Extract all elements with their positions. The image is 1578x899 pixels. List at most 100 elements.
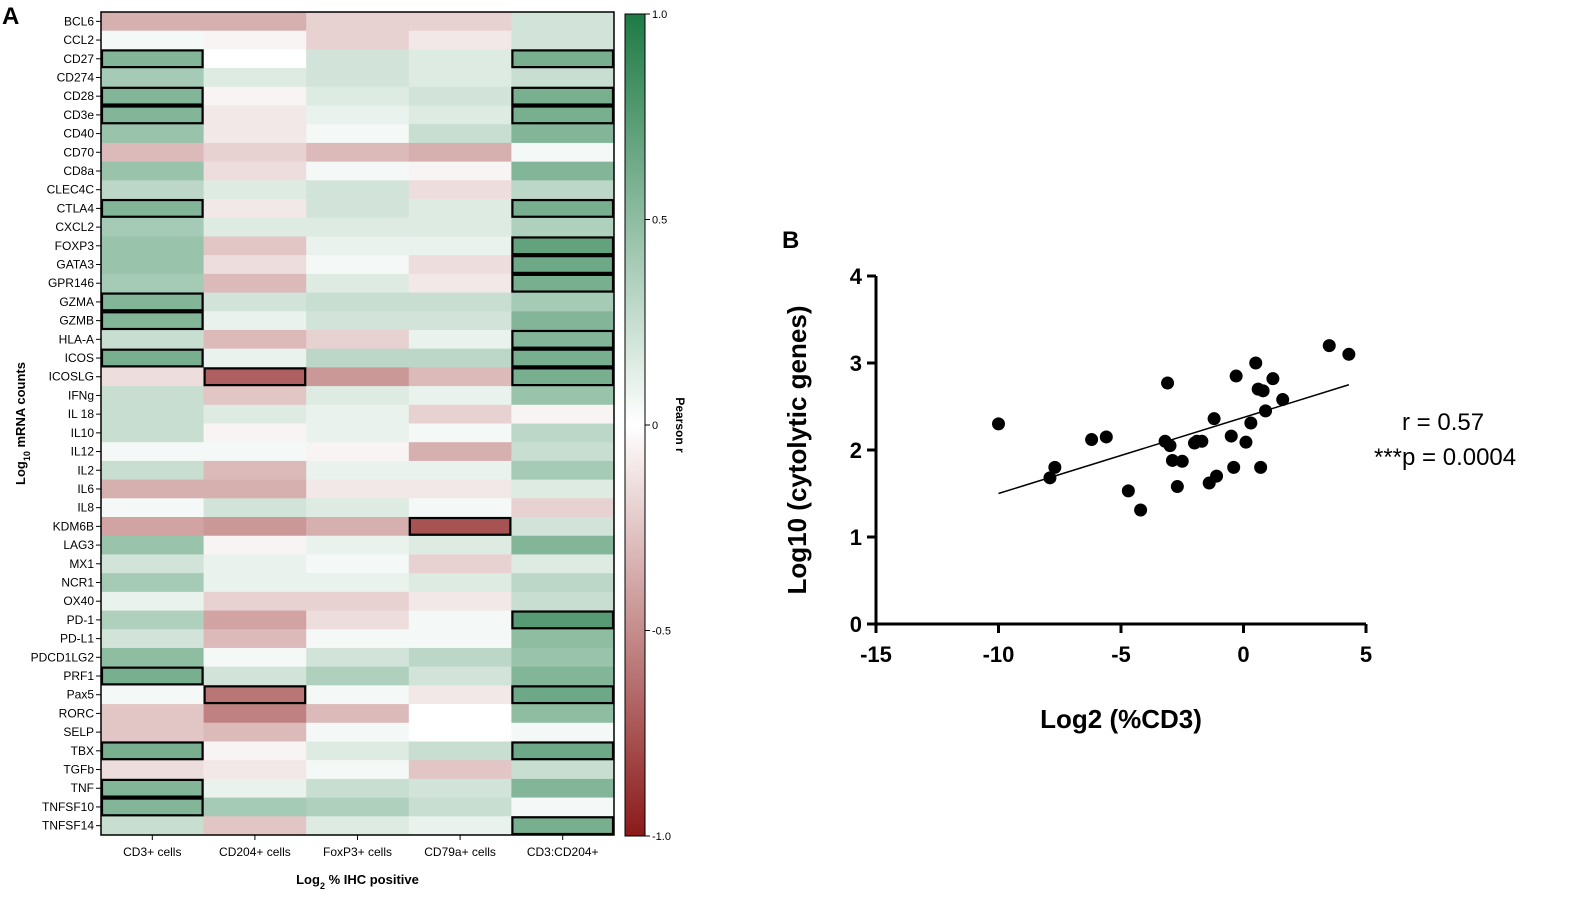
- heatmap-cell: [101, 86, 205, 107]
- significance-box: [511, 273, 615, 293]
- y-tick-label: 3: [850, 351, 862, 376]
- row-label: CD3e: [63, 108, 94, 122]
- heatmap-cell: [408, 49, 512, 69]
- heatmap-cell: [203, 329, 307, 350]
- heatmap-cell: [101, 423, 205, 443]
- row-label: IL8: [77, 501, 94, 515]
- heatmap-cell: [511, 49, 615, 69]
- row-label: HLA-A: [59, 332, 94, 346]
- heatmap-cell: [101, 367, 205, 387]
- heatmap-cell: [408, 161, 512, 181]
- heatmap-cell: [408, 105, 512, 125]
- data-point: [1254, 460, 1268, 474]
- significance-box: [511, 329, 615, 349]
- heatmap-x-axis-title: Log2 % IHC positive: [296, 872, 419, 891]
- significance-box: [511, 367, 615, 387]
- data-point: [1161, 376, 1175, 390]
- heatmap-cell: [511, 30, 615, 50]
- heatmap-cell: [408, 479, 512, 499]
- row-label: TGFb: [63, 763, 94, 777]
- heatmap-cell: [203, 423, 307, 443]
- heatmap-cell: [511, 142, 615, 163]
- row-label: GPR146: [48, 276, 94, 290]
- row-label: CTLA4: [57, 201, 95, 215]
- heatmap-cell: [203, 741, 307, 761]
- row-label: CD27: [63, 52, 94, 66]
- heatmap-cell: [306, 236, 410, 256]
- heatmap-cell: [511, 460, 615, 481]
- heatmap-cell: [511, 367, 615, 387]
- significance-box: [100, 778, 204, 798]
- heatmap-cell: [306, 367, 410, 387]
- heatmap-cell: [203, 610, 307, 630]
- heatmap-cell: [306, 704, 410, 724]
- heatmap-cell: [408, 30, 512, 50]
- x-tick-label: -10: [983, 642, 1015, 667]
- data-point: [1099, 430, 1113, 444]
- heatmap-cell: [306, 797, 410, 817]
- heatmap-cell: [511, 479, 615, 499]
- heatmap-cell: [511, 329, 615, 350]
- heatmap-cell: [101, 629, 205, 649]
- heatmap-cell: [203, 180, 307, 200]
- significance-box: [100, 105, 204, 125]
- heatmap-cell: [511, 666, 615, 686]
- heatmap-cell: [306, 741, 410, 761]
- heatmap-cell: [203, 778, 307, 799]
- heatmap-cell: [306, 479, 410, 499]
- heatmap-cell: [306, 68, 410, 88]
- regression-line: [998, 384, 1350, 495]
- heatmap-cell: [101, 460, 205, 481]
- heatmap-cell: [408, 517, 512, 537]
- heatmap-cell: [408, 86, 512, 107]
- heatmap-cell: [511, 685, 615, 705]
- heatmap-cell: [203, 367, 307, 387]
- heatmap-cell: [408, 311, 512, 331]
- row-label: CLEC4C: [47, 183, 95, 197]
- heatmap-cell: [408, 367, 512, 387]
- heatmap-cell: [306, 666, 410, 686]
- scatter-panel: -15 -10 -5 0 5 0 1 2 3 4 Log2 (%CD3) Log10 (cytolyt…: [782, 264, 1516, 734]
- heatmap-cell: [306, 180, 410, 200]
- heatmap-cell: [101, 760, 205, 780]
- row-label: GATA3: [56, 258, 94, 272]
- heatmap-cell: [511, 498, 615, 518]
- heatmap-cell: [203, 86, 307, 107]
- colorbar-tick-label: -0.5: [652, 626, 671, 638]
- heatmap-cell: [101, 180, 205, 200]
- heatmap-cell: [101, 329, 205, 350]
- heatmap-cell: [306, 629, 410, 649]
- colorbar-tick-label: -1.0: [652, 831, 671, 843]
- heatmap-cell: [203, 460, 307, 481]
- heatmap-cell: [408, 124, 512, 144]
- heatmap-cell: [511, 292, 615, 312]
- heatmap-cell: [511, 161, 615, 181]
- significance-box: [100, 741, 204, 761]
- heatmap-cell: [306, 49, 410, 69]
- x-tick-label: 5: [1360, 642, 1372, 667]
- heatmap-cell: [101, 273, 205, 294]
- heatmap-cell: [101, 685, 205, 705]
- heatmap-cell: [203, 722, 307, 742]
- heatmap-cell: [408, 741, 512, 761]
- row-label: RORC: [59, 706, 95, 720]
- data-point: [1048, 460, 1062, 474]
- heatmap-cell: [306, 591, 410, 612]
- heatmap-cell: [101, 517, 205, 537]
- heatmap-y-axis-title: Log10 mRNA counts: [13, 362, 32, 485]
- significance-box: [100, 797, 204, 817]
- row-label: CD70: [63, 145, 94, 159]
- data-point: [1165, 453, 1179, 467]
- significance-box: [100, 292, 204, 312]
- heatmap-cell: [101, 797, 205, 817]
- heatmap-cell: [203, 704, 307, 724]
- significance-box: [100, 198, 204, 218]
- heatmap-cell: [101, 666, 205, 686]
- significance-box: [511, 816, 615, 836]
- heatmap-cell: [306, 255, 410, 275]
- heatmap-cell: [408, 12, 512, 32]
- heatmap-cell: [511, 741, 615, 761]
- significance-box: [100, 86, 204, 106]
- heatmap-cell: [511, 778, 615, 799]
- heatmap-cell: [408, 460, 512, 481]
